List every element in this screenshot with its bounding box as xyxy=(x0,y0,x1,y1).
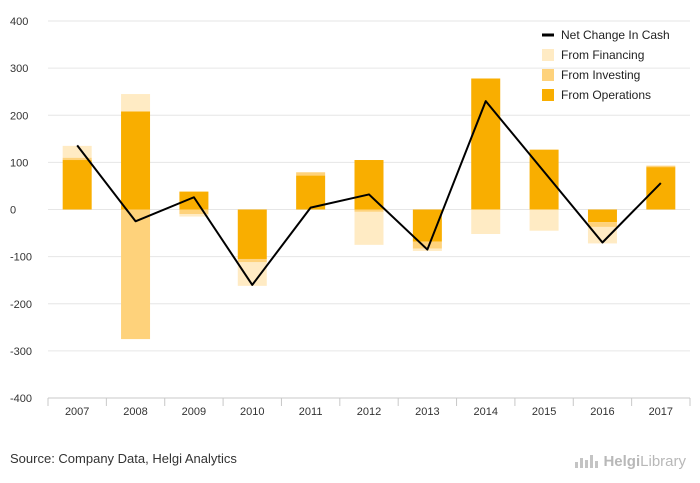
bar-from-operations xyxy=(121,111,151,210)
y-tick-label: 0 xyxy=(10,205,16,217)
bar-from-investing xyxy=(587,222,617,227)
bar-from-investing xyxy=(646,165,676,168)
x-tick-label: 2017 xyxy=(649,406,673,418)
legend: Net Change In Cash From Financing From Inv… xyxy=(542,28,670,102)
bar-from-financing xyxy=(62,145,92,158)
bar-from-financing xyxy=(121,94,151,112)
legend-item[interactable]: From Investing xyxy=(542,68,640,82)
x-tick-label: 2012 xyxy=(357,406,381,418)
bar-from-investing xyxy=(412,241,442,249)
x-tick-label: 2013 xyxy=(415,406,439,418)
y-tick-label: -200 xyxy=(10,299,32,311)
legend-box-swatch xyxy=(542,49,554,61)
logo-bars-icon xyxy=(575,454,599,468)
x-tick-label: 2016 xyxy=(590,406,614,418)
legend-label: Net Change In Cash xyxy=(561,28,670,42)
bar-from-financing xyxy=(529,209,559,231)
bar-from-financing xyxy=(354,211,384,245)
bar-from-investing xyxy=(237,258,267,263)
legend-item[interactable]: Net Change In Cash xyxy=(542,28,670,42)
y-tick-label: 200 xyxy=(10,110,28,122)
x-tick-label: 2009 xyxy=(182,406,206,418)
y-tick-label: 300 xyxy=(10,63,28,75)
y-tick-label: -400 xyxy=(10,393,32,405)
bar-from-financing xyxy=(471,209,501,235)
bar-from-operations xyxy=(237,209,267,259)
source-note: Source: Company Data, Helgi Analytics xyxy=(10,451,237,466)
legend-item[interactable]: From Financing xyxy=(542,48,644,62)
x-tick-label: 2011 xyxy=(299,406,323,418)
y-tick-label: -100 xyxy=(10,252,32,264)
bar-from-operations xyxy=(296,175,326,210)
bar-from-investing xyxy=(121,209,151,340)
bar-from-operations xyxy=(587,209,617,223)
bar-from-financing xyxy=(587,226,617,244)
bar-from-investing xyxy=(62,157,92,161)
legend-box-swatch xyxy=(542,89,554,101)
x-tick-label: 2014 xyxy=(473,406,497,418)
bar-from-investing xyxy=(296,172,326,176)
bar-from-operations xyxy=(62,160,92,210)
bar-from-financing xyxy=(179,214,209,217)
x-axis: 2007 2008 2009 2010 2011 2012 2013 2014 2015 2016… xyxy=(47,397,691,418)
legend-label: From Operations xyxy=(561,88,651,102)
y-tick-label: -300 xyxy=(10,346,32,358)
x-tick-label: 2010 xyxy=(240,406,264,418)
legend-label: From Financing xyxy=(561,48,644,62)
y-tick-label: 400 xyxy=(10,16,28,28)
x-tick-label: 2015 xyxy=(532,406,556,418)
x-tick-label: 2007 xyxy=(65,406,89,418)
bar-from-investing xyxy=(179,209,209,215)
net-change-series-line xyxy=(76,100,662,286)
y-tick-label: 100 xyxy=(10,157,28,169)
bar-from-investing xyxy=(354,209,384,212)
legend-box-swatch xyxy=(542,69,554,81)
bar-from-operations xyxy=(646,167,676,210)
legend-item[interactable]: From Operations xyxy=(542,88,651,102)
bar-from-operations xyxy=(354,160,384,210)
x-tick-label: 2008 xyxy=(123,406,147,418)
bar-from-operations xyxy=(179,191,209,210)
bars xyxy=(62,78,676,340)
helgi-library-logo: Helgi Library xyxy=(575,450,686,472)
y-axis: 400 300 200 100 0 -100 -200 -300 -400 xyxy=(10,16,32,405)
logo-text-library: Library xyxy=(640,452,686,470)
net-change-line xyxy=(76,100,662,286)
bar-from-financing xyxy=(237,262,267,286)
bar-from-operations xyxy=(471,78,501,210)
legend-label: From Investing xyxy=(561,68,640,82)
footer: Source: Company Data, Helgi Analytics He… xyxy=(0,440,700,483)
legend-line-swatch xyxy=(542,33,554,37)
logo-text-helgi: Helgi xyxy=(603,452,641,470)
